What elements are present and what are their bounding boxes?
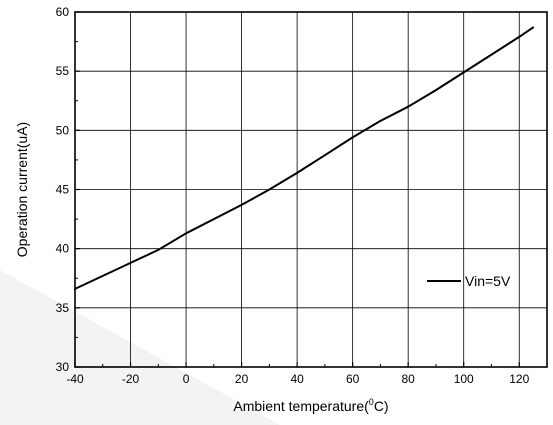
legend-label-vin-5v: Vin=5V — [465, 273, 511, 289]
x-tick-label: 20 — [235, 372, 249, 386]
y-tick-label: 60 — [56, 5, 70, 19]
tick-labels: -40 -20 0 20 40 60 80 100 120 30 35 40 45 50 55 60 — [56, 5, 530, 386]
background-watermark-band — [0, 270, 280, 425]
x-axis-label-suffix: C) — [374, 398, 389, 414]
series-line-0 — [74, 26, 535, 290]
series-layer — [74, 26, 535, 290]
x-axis-label: Ambient temperature(0C) — [233, 397, 388, 414]
x-tick-label: 120 — [509, 372, 529, 386]
x-tick-label: -40 — [66, 372, 84, 386]
x-tick-label: 0 — [183, 372, 190, 386]
x-axis-label-degree-superscript: 0 — [369, 397, 374, 407]
x-tick-label: 40 — [290, 372, 304, 386]
y-tick-label: 40 — [56, 242, 70, 256]
y-axis-label: Operation current(uA) — [14, 122, 30, 257]
y-tick-label: 35 — [56, 301, 70, 315]
x-tick-label: 100 — [454, 372, 474, 386]
y-tick-label: 45 — [56, 183, 70, 197]
y-tick-label: 55 — [56, 64, 70, 78]
legend: Vin=5V — [427, 273, 511, 289]
axis-ticks — [74, 11, 520, 368]
x-tick-label: 80 — [401, 372, 415, 386]
y-tick-label: 50 — [56, 123, 70, 137]
x-axis-label-prefix: Ambient temperature( — [233, 398, 369, 414]
y-tick-label: 30 — [56, 360, 70, 374]
x-tick-label: 60 — [346, 372, 360, 386]
x-tick-label: -20 — [122, 372, 140, 386]
